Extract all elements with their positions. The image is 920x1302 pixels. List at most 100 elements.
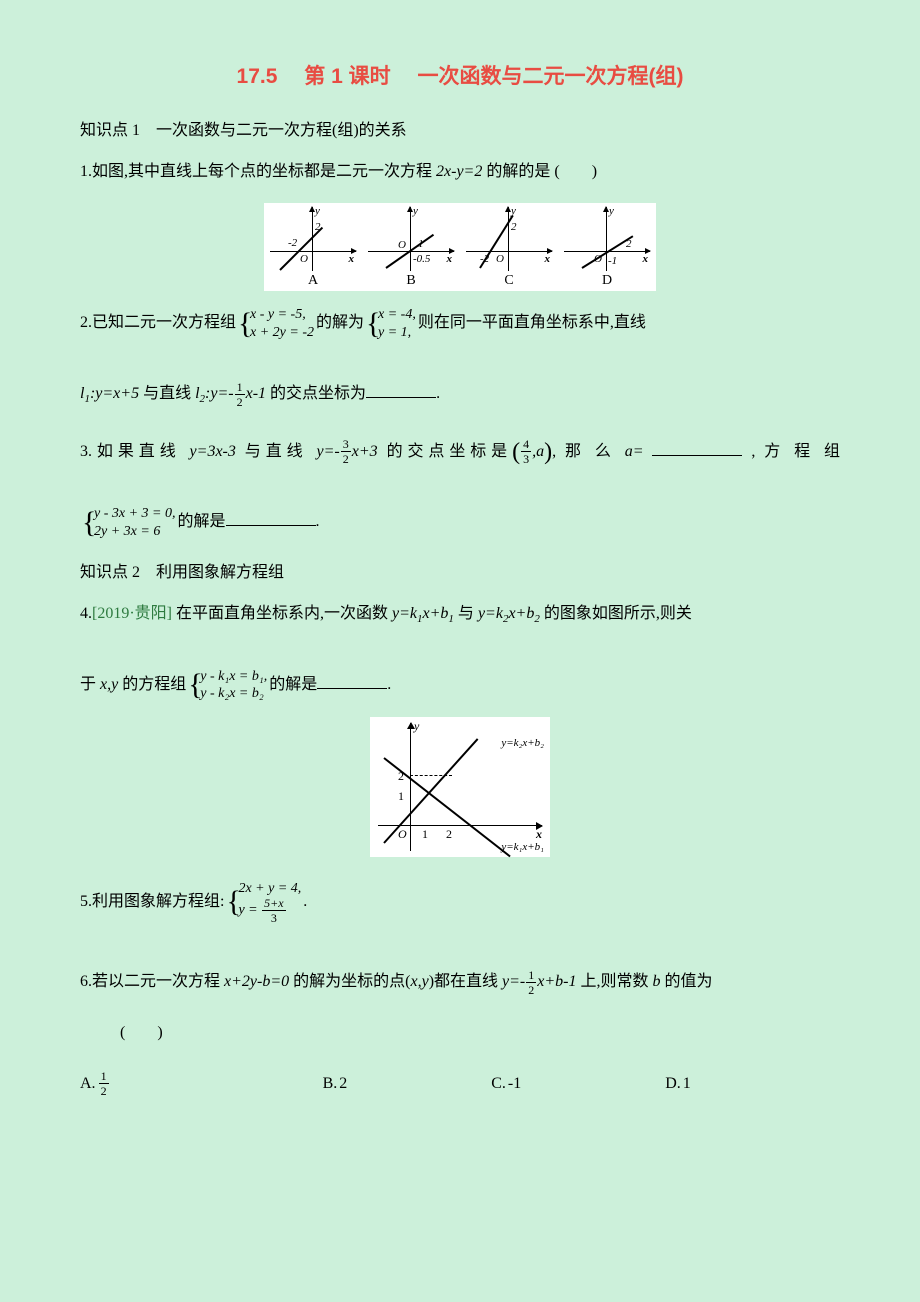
q2-num: 2.: [80, 314, 92, 331]
q4-vars: x,y: [100, 676, 118, 693]
q1-fig-A: 2 -2 O x y A: [264, 203, 362, 291]
q1-num: 1.: [80, 163, 92, 180]
q6-optB: B.2: [323, 1075, 418, 1093]
q6-t1: 若以二元一次方程: [92, 973, 224, 990]
q4-sys-r1: y - k₁x = b₁,: [200, 668, 267, 686]
q2-t5: 的交点坐标为: [266, 385, 366, 402]
q5-sys: 2x + y = 4,y = 5+x3: [226, 880, 301, 925]
q4-t4: 于: [80, 676, 100, 693]
q6C-v: -1: [508, 1075, 521, 1093]
q2-frac: 12: [235, 381, 245, 408]
q4-t6: 的解是: [269, 676, 317, 693]
q6-options: A.12 B.2 C.-1 D.1: [80, 1070, 840, 1097]
q6-paren: ( ): [120, 1015, 163, 1050]
q4-figure: y x O 2 1 1 2 y=k₂x+b₂ y=k₁x+b₁: [80, 717, 840, 862]
q4-t1: 在平面直角坐标系内,一次函数: [172, 605, 392, 622]
q6-eq2b: x+b-1: [537, 973, 576, 990]
q1C-xlab: -2: [480, 253, 489, 265]
q6-eq2a: y=-: [502, 973, 525, 990]
q6-fn: 1: [526, 969, 536, 983]
q6-num: 6.: [80, 973, 92, 990]
q3-pt-d: 3: [521, 452, 531, 465]
title-lesson-prefix: 第: [304, 65, 325, 88]
q2-sys2-r1: x = -4,: [378, 306, 416, 324]
q2-sys2: x = -4,y = 1,: [366, 306, 416, 341]
q2-t2: 的解为: [316, 314, 364, 331]
q4-t3: 的图象如图所示,则关: [540, 605, 692, 622]
title-lesson-suffix: 课时: [349, 65, 391, 88]
q6-eq1: x+2y-b=0: [224, 973, 289, 990]
q4-fig-t1: 1: [398, 789, 404, 804]
q3-f1-n: 3: [341, 438, 351, 452]
q4-fig-O: O: [398, 827, 407, 842]
q6-bvar: b: [653, 973, 661, 990]
q1B-label: B: [368, 273, 454, 289]
q1C-O: O: [496, 253, 504, 265]
q1C-label: C: [466, 273, 552, 289]
q6B-v: 2: [339, 1075, 347, 1093]
q4-fig-y: y: [414, 719, 419, 734]
q3-blank2: [226, 510, 316, 526]
q1C-ylab: 2: [511, 221, 517, 233]
q4-t2: 与: [454, 605, 478, 622]
q6-optD: D.1: [665, 1075, 761, 1093]
q1-fig-D: 2 -1 O x y D: [558, 203, 656, 291]
q4-fig-lab1: y=k₂x+b₂: [501, 737, 544, 749]
q1D-x: x: [643, 253, 649, 265]
q2-frac-n: 1: [235, 381, 245, 395]
q1B-ylab: -0.5: [413, 253, 430, 265]
q3-t3: 的交点坐标是: [378, 443, 512, 460]
q1B-x: x: [447, 253, 453, 265]
q6-optC: C.-1: [491, 1075, 591, 1093]
question-3b: y - 3x + 3 = 0,2y + 3x = 6的解是.: [80, 504, 840, 540]
q2-end: .: [436, 385, 440, 402]
q5-fd: 3: [262, 911, 285, 924]
q6A-fn: 1: [99, 1070, 109, 1084]
q4-eq1: y=k: [392, 605, 417, 622]
q4-fig-x: x: [536, 827, 542, 842]
q6D-v: 1: [683, 1075, 691, 1093]
q2-sys1: x - y = -5,x + 2y = -2: [238, 306, 314, 341]
q2-l1-eq: :y=x+5: [90, 385, 139, 402]
q4-end: .: [387, 676, 391, 693]
q4-eq2: y=k: [478, 605, 503, 622]
q6-optA-lab: A.: [80, 1075, 96, 1093]
q1A-O: O: [300, 253, 308, 265]
q2-l2-eq: :y=-: [205, 385, 234, 402]
q2-t4: 与直线: [139, 385, 195, 402]
q3-eq2a: y=-: [317, 443, 340, 460]
knowledge-point-2: 知识点 2 利用图象解方程组: [80, 558, 840, 582]
q1-eq: 2x-y=2: [436, 163, 482, 180]
q1A-ylab: 2: [315, 221, 321, 233]
q3-eq1: y=3x-3: [190, 443, 236, 460]
title-lesson-num: 1: [331, 65, 343, 88]
q3-eq2b: x+3: [352, 443, 378, 460]
q3-frac1: 32: [341, 438, 351, 465]
q2-t3: 则在同一平面直角坐标系中,直线: [418, 314, 646, 331]
q3-blank1: [652, 440, 742, 456]
q1A-y: y: [315, 205, 320, 217]
q5-sys-r1: 2x + y = 4,: [238, 880, 301, 898]
q1A-label: A: [270, 273, 356, 289]
q5-r2a: y =: [238, 903, 261, 918]
q1C-x: x: [545, 253, 551, 265]
q2-l2-tail: x-1: [246, 385, 266, 402]
q3-t2: 与直线: [236, 443, 317, 460]
q5-end: .: [303, 893, 307, 910]
q6-optB-lab: B.: [323, 1075, 338, 1093]
q6-t4: 上,则常数: [577, 973, 653, 990]
q4-t5: 的方程组: [118, 676, 186, 693]
q3-t4: , 那 么: [552, 443, 625, 460]
q3-sys-r2: 2y + 3x = 6: [94, 523, 175, 541]
q1D-label: D: [564, 273, 650, 289]
q4-fig-lab2: y=k₁x+b₁: [501, 841, 544, 853]
q4-eq2b: x+b: [508, 605, 534, 622]
q1-figure-row: 2 -2 O x y A 1 -0.5 O x y B 2: [80, 203, 840, 291]
q3-avar: a=: [625, 443, 644, 460]
q6-pt: x,y: [410, 973, 428, 990]
q1A-x: x: [349, 253, 355, 265]
q3-sys-r1: y - 3x + 3 = 0,: [94, 505, 175, 523]
title: 17.5 第 1 课时 一次函数与二元一次方程(组): [80, 60, 840, 90]
q5-t1: 利用图象解方程组:: [92, 893, 224, 910]
q6-fd: 2: [526, 983, 536, 996]
